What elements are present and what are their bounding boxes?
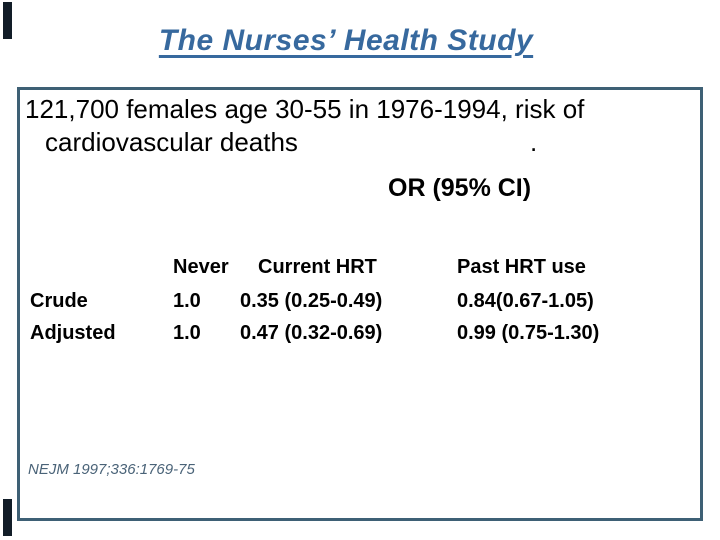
study-description-line2: cardiovascular deaths <box>45 127 298 157</box>
study-description-line1: 121,700 females age 30-55 in 1976-1994, … <box>25 94 585 124</box>
table-row-crude-current-hrt: 0.35 (0.25-0.49) <box>240 290 383 312</box>
table-row-crude-past-hrt: 0.84(0.67-1.05) <box>457 290 594 312</box>
or-ci-heading: OR (95% CI) <box>388 174 532 202</box>
table-row-adjusted-never: 1.0 <box>173 322 201 344</box>
table-row-adjusted-past-hrt: 0.99 (0.75-1.30) <box>457 322 600 344</box>
slide-title: The Nurses’ Health Study <box>158 24 534 57</box>
table-header-past-hrt-use: Past HRT use <box>457 256 586 278</box>
study-results-box: 121,700 females age 30-55 in 1976-1994, … <box>17 87 703 521</box>
table-row-adjusted-current-hrt: 0.47 (0.32-0.69) <box>240 322 383 344</box>
stray-period: . <box>530 127 538 157</box>
table-header-never: Never <box>173 256 229 278</box>
table-row-crude-label: Crude <box>30 290 88 312</box>
table-header-current-hrt: Current HRT <box>258 256 377 278</box>
citation-nejm: NEJM 1997;336:1769-75 <box>28 461 195 478</box>
accent-bar-top <box>3 2 12 39</box>
table-row-adjusted-label: Adjusted <box>30 322 116 344</box>
table-row-crude-never: 1.0 <box>173 290 201 312</box>
slide-title-container: The Nurses’ Health Study <box>0 24 692 58</box>
accent-bar-bottom <box>3 499 12 536</box>
